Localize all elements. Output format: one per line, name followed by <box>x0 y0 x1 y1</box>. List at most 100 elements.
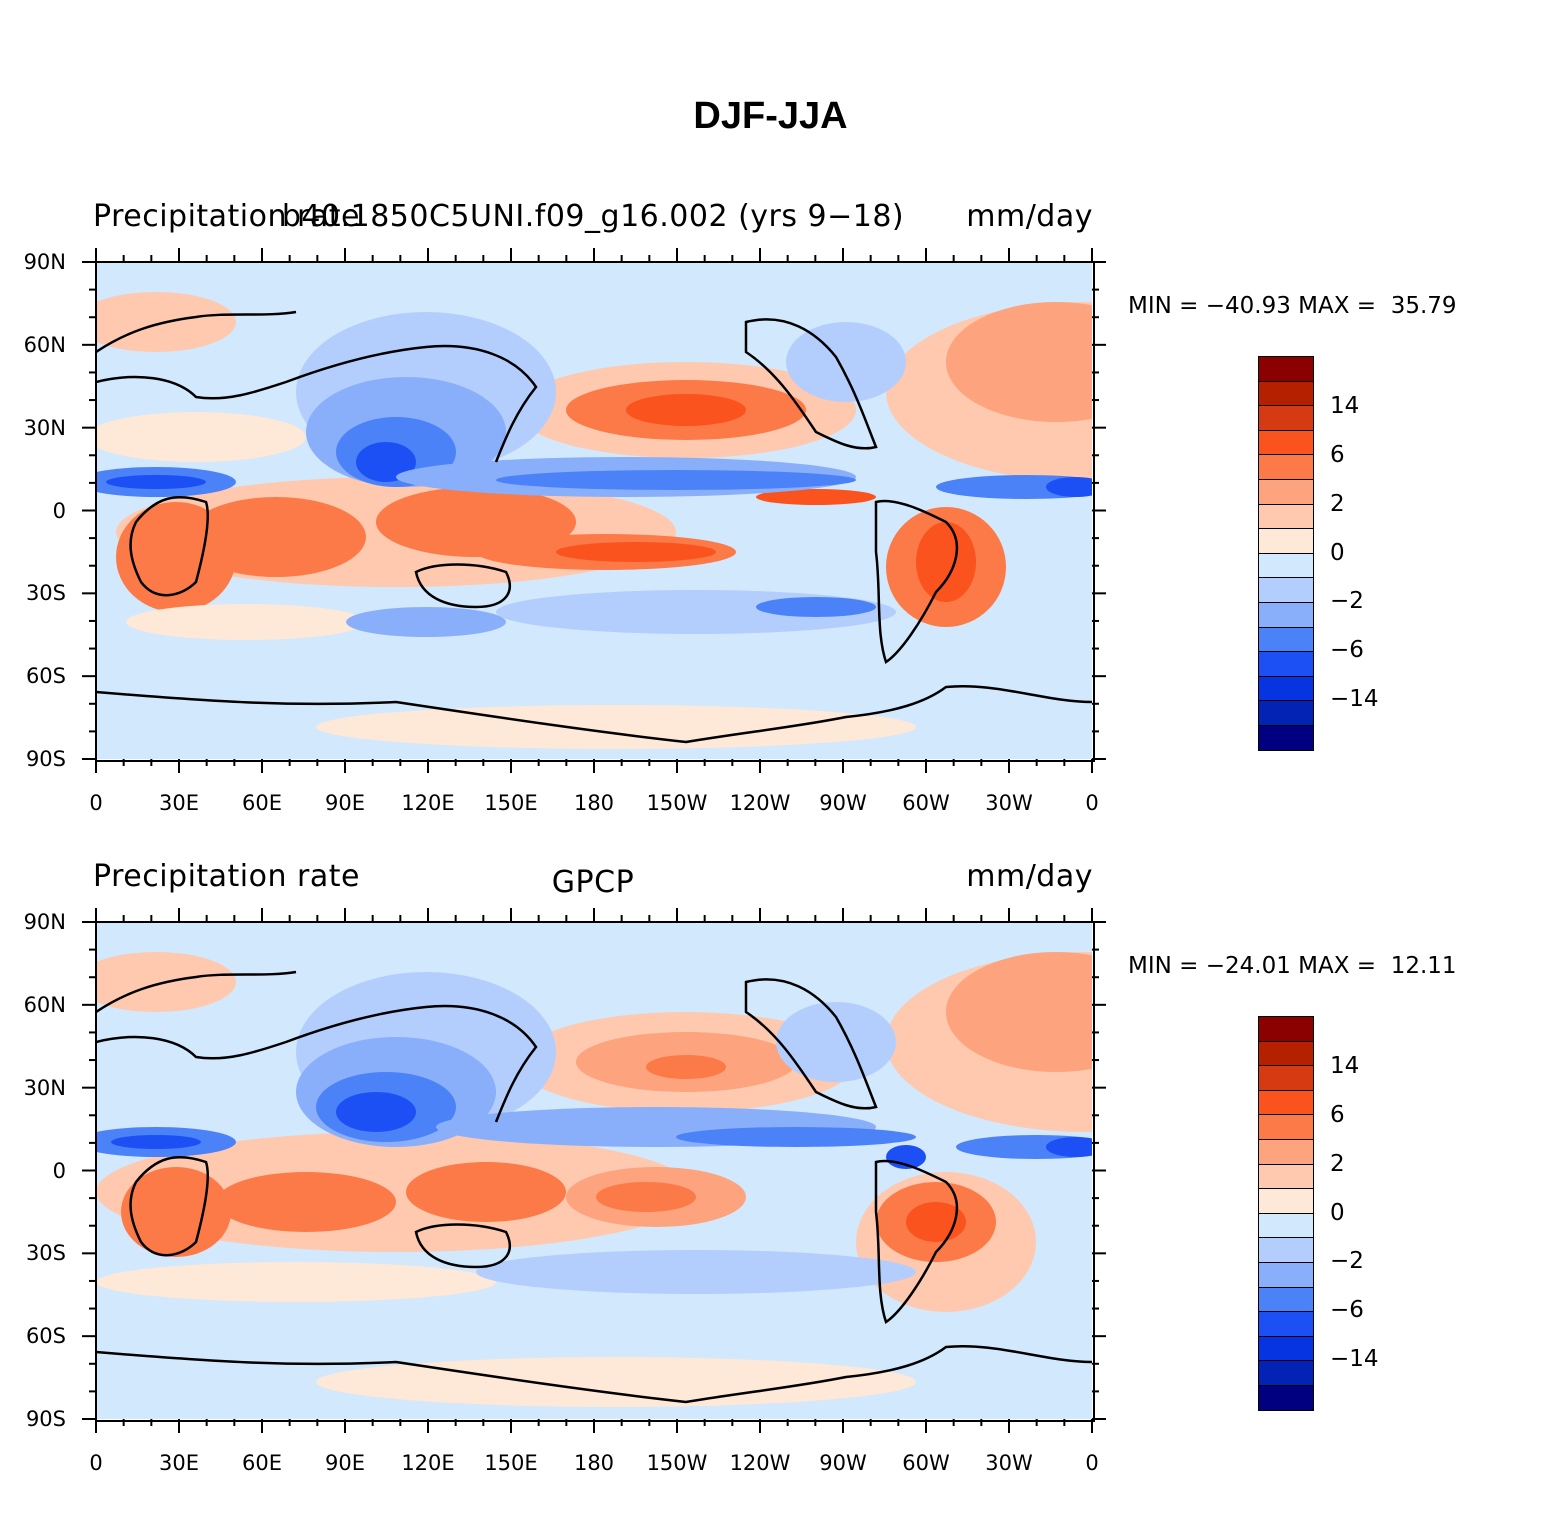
y-tick-label: 60N <box>23 993 66 1017</box>
colorbar-segment <box>1258 478 1314 505</box>
map-fill-layer <box>96 292 1092 749</box>
map-panel-observation: Precipitation rate GPCP mm/day <box>0 855 1541 1495</box>
x-tick-label: 120E <box>401 1451 455 1475</box>
colorbar-label: 2 <box>1330 491 1345 517</box>
anomaly-patch <box>946 952 1092 1072</box>
coastline <box>414 1223 511 1269</box>
colorbar-segment <box>1258 429 1314 456</box>
precipitation-difference-map <box>96 922 1092 1419</box>
coastline <box>96 344 538 463</box>
anomaly-patch <box>556 542 716 562</box>
anomaly-patch <box>216 1172 396 1232</box>
x-tick-label: 180 <box>573 791 615 815</box>
anomaly-patch <box>786 322 906 402</box>
anomaly-patch <box>676 1127 916 1147</box>
anomaly-patch <box>406 1162 566 1222</box>
precipitation-difference-map <box>96 262 1092 759</box>
colorbar-segment <box>1258 651 1314 677</box>
colorbar-segment <box>1258 1261 1314 1288</box>
colorbar-label: 14 <box>1330 1053 1360 1079</box>
x-tick-label: 150W <box>646 791 708 815</box>
colorbar-segment <box>1258 1188 1314 1214</box>
colorbar-segment <box>1258 1138 1314 1165</box>
anomaly-patch <box>626 394 746 426</box>
anomaly-patch <box>946 302 1092 422</box>
x-tick-label: 60E <box>242 791 282 815</box>
x-tick-label: 0 <box>1085 1451 1099 1475</box>
coastline <box>96 685 1092 744</box>
y-tick-label: 60S <box>25 1324 66 1348</box>
coastline <box>96 1345 1092 1404</box>
x-tick-label: 90E <box>325 1451 365 1475</box>
panel-center-title: GPCP <box>551 865 635 900</box>
x-tick-label: 150W <box>646 1451 708 1475</box>
x-tick-label: 0 <box>89 791 103 815</box>
figure-title: DJF-JJA <box>693 95 848 137</box>
colorbar-label: −2 <box>1330 1248 1364 1274</box>
x-tick-label: 30E <box>159 1451 199 1475</box>
coastline <box>874 499 959 664</box>
colorbar-label: 0 <box>1330 540 1345 566</box>
colorbar-label: −2 <box>1330 588 1364 614</box>
min-max-readout: MIN = −40.93 MAX = 35.79 <box>1128 293 1457 319</box>
x-tick-label: 150E <box>484 1451 538 1475</box>
panel-left-title: Precipitation rate <box>93 199 360 234</box>
anomaly-patch <box>646 1055 726 1079</box>
colorbar-segment <box>1258 1212 1314 1239</box>
coastline <box>744 318 878 450</box>
coastline <box>874 1159 959 1324</box>
colorbar-segment <box>1258 1237 1314 1263</box>
colorbar-segment <box>1258 503 1314 530</box>
min-max-readout: MIN = −24.01 MAX = 12.11 <box>1128 953 1457 979</box>
coastline <box>744 978 878 1110</box>
y-tick-label: 90S <box>25 1407 66 1431</box>
anomaly-patch <box>596 1182 696 1212</box>
anomaly-patch <box>121 1167 231 1257</box>
anomaly-patch <box>106 475 206 489</box>
panel-units-title: mm/day <box>966 199 1093 234</box>
panel-left-title: Precipitation rate <box>93 859 360 894</box>
map-fill-layer <box>96 952 1092 1407</box>
x-tick-label: 0 <box>89 1451 103 1475</box>
y-tick-label: 30N <box>23 1076 66 1100</box>
colorbar-label: −14 <box>1330 686 1379 712</box>
colorbar-label: 2 <box>1330 1151 1345 1177</box>
y-tick-label: 90N <box>23 250 66 274</box>
panel-center-title: b40.1850C5UNI.f09_g16.002 (yrs 9−18) <box>281 199 905 234</box>
coastline <box>129 1155 209 1257</box>
colorbar-segment <box>1258 1384 1314 1411</box>
y-tick-label: 90N <box>23 910 66 934</box>
y-tick-label: 90S <box>25 747 66 771</box>
anomaly-patch <box>316 1357 916 1407</box>
anomaly-patch <box>756 489 876 505</box>
x-tick-label: 150E <box>484 791 538 815</box>
x-tick-label: 120E <box>401 791 455 815</box>
x-tick-label: 30E <box>159 791 199 815</box>
colorbar-segment <box>1258 454 1314 480</box>
colorbar <box>1258 356 1314 751</box>
anomaly-patch <box>476 1250 916 1294</box>
anomaly-patch <box>496 470 856 490</box>
colorbar <box>1258 1016 1314 1411</box>
colorbar-label: −6 <box>1330 1297 1364 1323</box>
x-tick-label: 120W <box>729 791 791 815</box>
panel-units-title: mm/day <box>966 859 1093 894</box>
anomaly-patch <box>96 1262 496 1302</box>
anomaly-patch <box>316 705 916 749</box>
x-tick-label: 180 <box>573 1451 615 1475</box>
x-tick-label: 60W <box>902 1451 950 1475</box>
x-tick-label: 120W <box>729 1451 791 1475</box>
y-tick-label: 60N <box>23 333 66 357</box>
coastline <box>96 310 297 354</box>
anomaly-patch <box>356 442 416 482</box>
anomaly-patch <box>96 412 306 462</box>
colorbar-label: 6 <box>1330 442 1345 468</box>
x-tick-label: 0 <box>1085 791 1099 815</box>
anomaly-patch <box>916 522 976 602</box>
colorbar-label: −14 <box>1330 1346 1379 1372</box>
x-tick-label: 90E <box>325 791 365 815</box>
x-tick-label: 30W <box>985 1451 1033 1475</box>
y-tick-label: 0 <box>52 499 66 523</box>
anomaly-patch <box>186 497 366 577</box>
x-tick-label: 60E <box>242 1451 282 1475</box>
